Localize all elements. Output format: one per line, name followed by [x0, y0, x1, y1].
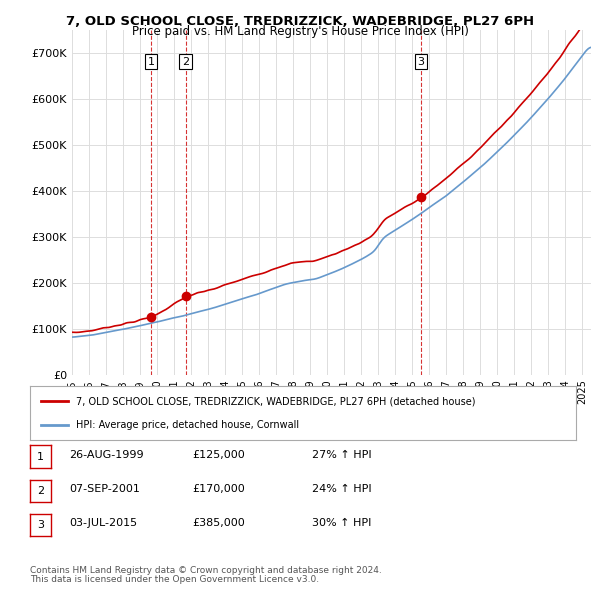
Text: 2: 2 [37, 486, 44, 496]
Text: £125,000: £125,000 [192, 450, 245, 460]
Text: HPI: Average price, detached house, Cornwall: HPI: Average price, detached house, Corn… [76, 419, 299, 430]
Text: 30% ↑ HPI: 30% ↑ HPI [312, 519, 371, 528]
Text: 3: 3 [418, 57, 424, 67]
Text: 26-AUG-1999: 26-AUG-1999 [69, 450, 143, 460]
Text: This data is licensed under the Open Government Licence v3.0.: This data is licensed under the Open Gov… [30, 575, 319, 584]
Text: Contains HM Land Registry data © Crown copyright and database right 2024.: Contains HM Land Registry data © Crown c… [30, 566, 382, 575]
Text: £170,000: £170,000 [192, 484, 245, 494]
Text: 27% ↑ HPI: 27% ↑ HPI [312, 450, 371, 460]
Text: 1: 1 [37, 452, 44, 461]
Text: 7, OLD SCHOOL CLOSE, TREDRIZZICK, WADEBRIDGE, PL27 6PH (detached house): 7, OLD SCHOOL CLOSE, TREDRIZZICK, WADEBR… [76, 396, 476, 407]
Text: 7, OLD SCHOOL CLOSE, TREDRIZZICK, WADEBRIDGE, PL27 6PH: 7, OLD SCHOOL CLOSE, TREDRIZZICK, WADEBR… [66, 15, 534, 28]
Text: 07-SEP-2001: 07-SEP-2001 [69, 484, 140, 494]
Text: 03-JUL-2015: 03-JUL-2015 [69, 519, 137, 528]
Text: 1: 1 [148, 57, 155, 67]
Text: £385,000: £385,000 [192, 519, 245, 528]
Text: 2: 2 [182, 57, 190, 67]
Text: 24% ↑ HPI: 24% ↑ HPI [312, 484, 371, 494]
Text: Price paid vs. HM Land Registry's House Price Index (HPI): Price paid vs. HM Land Registry's House … [131, 25, 469, 38]
Text: 3: 3 [37, 520, 44, 530]
